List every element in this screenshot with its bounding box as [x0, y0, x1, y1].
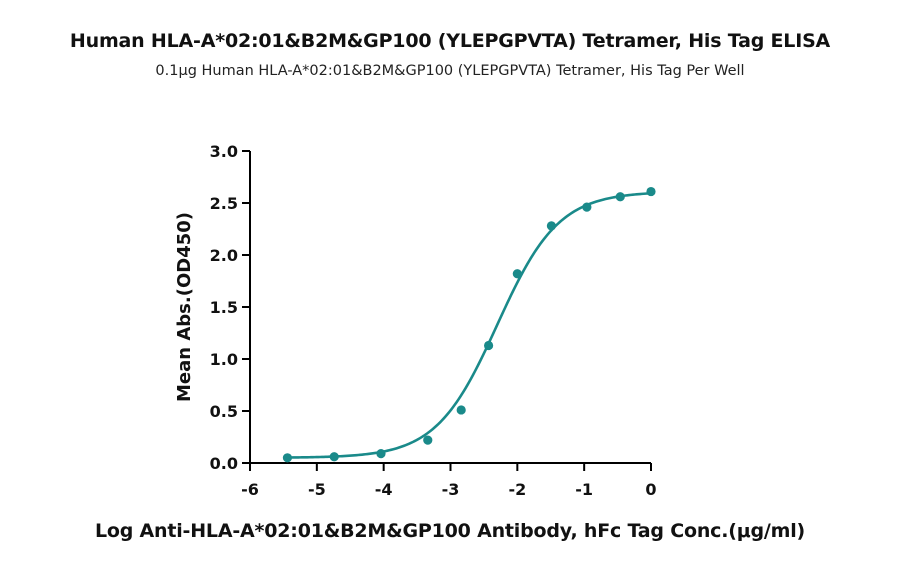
x-axis-label: Log Anti-HLA-A*02:01&B2M&GP100 Antibody,…	[94, 520, 806, 542]
x-tick-label: -5	[308, 480, 326, 499]
data-point	[512, 269, 522, 279]
data-point	[282, 453, 293, 463]
y-axis-label: Mean Abs.(OD450)	[174, 212, 195, 402]
data-point	[646, 186, 656, 197]
data-point	[456, 405, 466, 415]
data-point	[329, 452, 339, 462]
data-point	[483, 340, 494, 351]
x-tick-label: -1	[575, 480, 593, 499]
x-tick-label: -4	[375, 480, 393, 499]
y-tick-label: 1.0	[210, 350, 238, 369]
x-tick-label: -3	[442, 480, 460, 499]
data-points	[282, 186, 656, 463]
chart-title: Human HLA-A*02:01&B2M&GP100 (YLEPGPVTA) …	[69, 30, 831, 52]
fit-curve	[287, 191, 652, 459]
y-tick-label: 0.5	[210, 402, 238, 421]
data-point	[376, 449, 386, 459]
axes: 0.0 0.5 1.0 1.5 2.0 2.5 3.0 -6 -5 -4 -3 -2 -1 0	[210, 142, 657, 499]
y-tick-label: 3.0	[210, 142, 238, 161]
data-point	[546, 221, 557, 231]
data-point	[582, 202, 592, 212]
x-tick-label: 0	[645, 480, 656, 499]
y-tick-label: 1.5	[210, 298, 238, 317]
y-tick-label: 2.5	[210, 194, 238, 213]
y-tick-label: 2.0	[210, 246, 238, 265]
chart-subtitle: 0.1μg Human HLA-A*02:01&B2M&GP100 (YLEPG…	[155, 63, 745, 79]
x-tick-label: -2	[508, 480, 526, 499]
x-tick-label: -6	[241, 480, 259, 499]
data-point	[423, 435, 433, 445]
y-tick-label: 0.0	[210, 454, 238, 473]
data-point	[615, 192, 625, 202]
